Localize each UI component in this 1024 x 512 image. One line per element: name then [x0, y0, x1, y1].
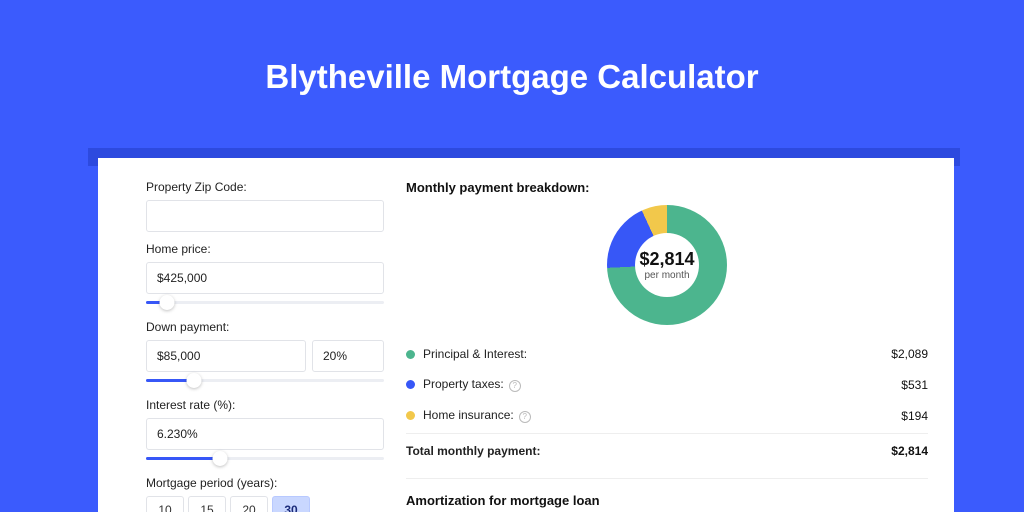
slider-fill [146, 457, 220, 460]
legend-dot [406, 411, 415, 420]
breakdown-heading: Monthly payment breakdown: [406, 180, 928, 195]
total-label: Total monthly payment: [406, 444, 891, 458]
donut-center: $2,814 per month [635, 233, 699, 297]
donut-sub: per month [644, 270, 689, 281]
period-button-20[interactable]: 20 [230, 496, 268, 512]
period-button-15[interactable]: 15 [188, 496, 226, 512]
legend-dot [406, 350, 415, 359]
breakdown-column: Monthly payment breakdown: $2,814 per mo… [406, 180, 928, 502]
inputs-column: Property Zip Code: Home price: Down paym… [146, 180, 384, 502]
info-icon[interactable]: ? [519, 411, 531, 423]
slider-thumb[interactable] [186, 373, 201, 388]
legend-name: Home insurance:? [423, 408, 901, 423]
legend-value: $531 [901, 378, 928, 392]
period-buttons: 10152030 [146, 496, 384, 512]
legend-value: $2,089 [891, 347, 928, 361]
legend-name: Property taxes:? [423, 377, 901, 392]
legend-row: Principal & Interest:$2,089 [406, 339, 928, 369]
period-button-30[interactable]: 30 [272, 496, 310, 512]
page-title: Blytheville Mortgage Calculator [0, 0, 1024, 118]
amortization-heading: Amortization for mortgage loan [406, 493, 928, 508]
slider-thumb[interactable] [160, 295, 175, 310]
donut-chart: $2,814 per month [607, 205, 727, 325]
slider-track [146, 301, 384, 304]
down-payment-label: Down payment: [146, 320, 384, 334]
home-price-label: Home price: [146, 242, 384, 256]
zip-input[interactable] [146, 200, 384, 232]
down-payment-input[interactable] [146, 340, 306, 372]
interest-input[interactable] [146, 418, 384, 450]
down-payment-pct-input[interactable] [312, 340, 384, 372]
legend-dot [406, 380, 415, 389]
legend-value: $194 [901, 409, 928, 423]
interest-label: Interest rate (%): [146, 398, 384, 412]
total-value: $2,814 [891, 444, 928, 458]
amortization-section: Amortization for mortgage loan Amortizat… [406, 478, 928, 512]
slider-thumb[interactable] [212, 451, 227, 466]
calculator-card: Property Zip Code: Home price: Down paym… [98, 158, 954, 512]
info-icon[interactable]: ? [509, 380, 521, 392]
period-label: Mortgage period (years): [146, 476, 384, 490]
total-row: Total monthly payment: $2,814 [406, 433, 928, 466]
interest-slider[interactable] [146, 452, 384, 466]
legend-name: Principal & Interest: [423, 347, 891, 361]
period-button-10[interactable]: 10 [146, 496, 184, 512]
donut-amount: $2,814 [639, 249, 694, 270]
home-price-input[interactable] [146, 262, 384, 294]
zip-label: Property Zip Code: [146, 180, 384, 194]
down-payment-slider[interactable] [146, 374, 384, 388]
donut-wrap: $2,814 per month [406, 205, 928, 325]
down-payment-row [146, 340, 384, 372]
home-price-slider[interactable] [146, 296, 384, 310]
legend-row: Property taxes:?$531 [406, 369, 928, 400]
legend: Principal & Interest:$2,089Property taxe… [406, 339, 928, 431]
legend-row: Home insurance:?$194 [406, 400, 928, 431]
